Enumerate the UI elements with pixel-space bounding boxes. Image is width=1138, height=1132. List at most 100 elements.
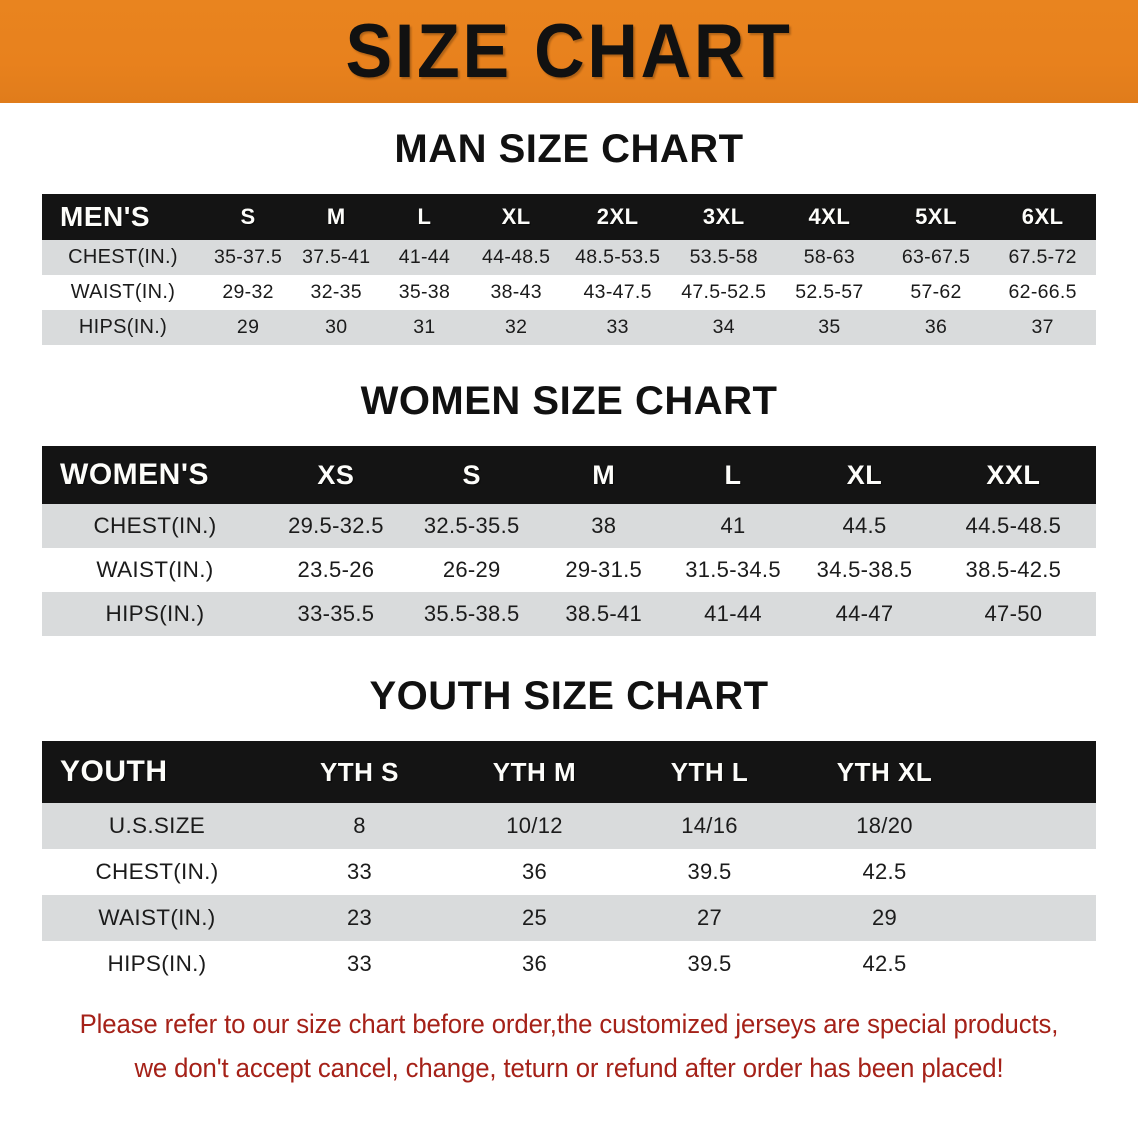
women-chest-m: 38 xyxy=(591,513,617,538)
man-col-l: L xyxy=(417,204,432,229)
man-col-4xl: 4XL xyxy=(808,204,851,229)
women-hips-m: 38.5-41 xyxy=(565,601,643,626)
women-col-s: S xyxy=(462,459,481,490)
youth-table-header-row: YOUTH YTH S YTH M YTH L YTH XL xyxy=(42,741,1096,803)
youth-cell-spacer xyxy=(972,803,1096,849)
youth-chest-xl: 42.5 xyxy=(862,859,907,884)
man-hips-m: 30 xyxy=(325,316,348,338)
table-row: WAIST(IN.) 23 25 27 29 xyxy=(42,895,1096,941)
youth-col-l: YTH L xyxy=(670,756,749,787)
youth-waist-m: 25 xyxy=(521,905,548,930)
youth-chest-l: 39.5 xyxy=(687,859,732,884)
man-hips-3xl: 34 xyxy=(712,316,735,338)
women-col-xl: XL xyxy=(846,459,883,490)
women-col-xxl: XXL xyxy=(986,459,1041,490)
women-col-l: L xyxy=(724,459,742,490)
man-size-table-wrapper: MEN'S S M L XL 2XL 3XL 4XL 5XL 6XL CHEST… xyxy=(42,194,1096,345)
table-row: WAIST(IN.) 23.5-26 26-29 29-31.5 31.5-34… xyxy=(42,548,1096,592)
youth-col-xl: YTH XL xyxy=(836,756,933,787)
man-chest-s: 35-37.5 xyxy=(213,246,283,268)
women-hips-xxl: 47-50 xyxy=(984,601,1043,626)
man-hips-2xl: 33 xyxy=(606,316,629,338)
women-chest-xxl: 44.5-48.5 xyxy=(965,513,1062,538)
man-section-heading: MAN SIZE CHART xyxy=(394,127,744,171)
youth-chest-m: 36 xyxy=(521,859,548,884)
women-waist-xs: 23.5-26 xyxy=(297,557,375,582)
youth-waist-xl: 29 xyxy=(871,905,898,930)
man-chest-m: 37.5-41 xyxy=(302,246,371,268)
man-hips-5xl: 36 xyxy=(924,316,948,338)
man-col-xl: XL xyxy=(501,204,531,229)
man-chest-4xl: 58-63 xyxy=(803,246,856,268)
youth-size-table: YOUTH YTH S YTH M YTH L YTH XL U.S.SIZE … xyxy=(42,741,1096,987)
women-size-table-wrapper: WOMEN'S XS S M L XL XXL CHEST(IN.) 29.5-… xyxy=(42,446,1096,636)
man-row-label-chest: CHEST(IN.) xyxy=(68,246,178,268)
women-waist-xl: 34.5-38.5 xyxy=(816,557,913,582)
youth-row-label-chest: CHEST(IN.) xyxy=(95,859,219,884)
man-waist-m: 32-35 xyxy=(310,281,362,303)
women-header-label: WOMEN'S xyxy=(60,458,209,491)
man-waist-6xl: 62-66.5 xyxy=(1008,281,1077,303)
man-hips-6xl: 37 xyxy=(1031,316,1054,338)
youth-ussize-s: 8 xyxy=(353,813,366,838)
man-chest-2xl: 48.5-53.5 xyxy=(575,246,661,268)
man-col-2xl: 2XL xyxy=(596,204,639,229)
youth-cell-spacer xyxy=(972,941,1096,987)
man-row-label-waist: WAIST(IN.) xyxy=(70,281,176,303)
youth-row-label-waist: WAIST(IN.) xyxy=(98,905,216,930)
youth-cell-spacer xyxy=(972,895,1096,941)
man-col-6xl: 6XL xyxy=(1021,204,1064,229)
man-chest-3xl: 53.5-58 xyxy=(689,246,758,268)
page-banner: SIZE CHART xyxy=(0,0,1138,103)
man-chest-xl: 44-48.5 xyxy=(482,246,551,268)
man-header-label: MEN'S xyxy=(60,201,151,232)
youth-size-table-wrapper: YOUTH YTH S YTH M YTH L YTH XL U.S.SIZE … xyxy=(42,741,1096,987)
youth-ussize-m: 10/12 xyxy=(506,813,563,838)
man-col-s: S xyxy=(240,204,256,229)
women-waist-m: 29-31.5 xyxy=(565,557,643,582)
table-row: CHEST(IN.) 29.5-32.5 32.5-35.5 38 41 44.… xyxy=(42,504,1096,548)
women-waist-s: 26-29 xyxy=(442,557,501,582)
youth-row-label-hips: HIPS(IN.) xyxy=(107,951,207,976)
man-col-m: M xyxy=(326,204,346,229)
youth-hips-s: 33 xyxy=(346,951,373,976)
women-table-header-row: WOMEN'S XS S M L XL XXL xyxy=(42,446,1096,504)
man-hips-l: 31 xyxy=(413,316,436,338)
women-hips-l: 41-44 xyxy=(704,601,762,626)
youth-col-spacer xyxy=(972,741,1096,803)
man-waist-2xl: 43-47.5 xyxy=(583,281,652,303)
man-waist-4xl: 52.5-57 xyxy=(795,281,864,303)
man-col-5xl: 5XL xyxy=(915,204,957,229)
youth-waist-l: 27 xyxy=(696,905,723,930)
notice-line-1: Please refer to our size chart before or… xyxy=(79,1009,1059,1039)
women-hips-xs: 33-35.5 xyxy=(297,601,375,626)
notice-line-2: we don't accept cancel, change, teturn o… xyxy=(134,1052,1004,1083)
youth-hips-m: 36 xyxy=(521,951,548,976)
women-hips-xl: 44-47 xyxy=(835,601,894,626)
youth-cell-spacer xyxy=(972,849,1096,895)
man-col-3xl: 3XL xyxy=(702,204,745,229)
women-col-xs: XS xyxy=(317,459,355,490)
women-chest-xl: 44.5 xyxy=(842,513,887,538)
man-waist-5xl: 57-62 xyxy=(910,281,962,303)
table-row: WAIST(IN.) 29-32 32-35 35-38 38-43 43-47… xyxy=(42,275,1096,310)
man-waist-xl: 38-43 xyxy=(490,281,542,303)
women-waist-l: 31.5-34.5 xyxy=(685,557,781,582)
table-row: CHEST(IN.) 35-37.5 37.5-41 41-44 44-48.5… xyxy=(42,240,1096,275)
table-row: CHEST(IN.) 33 36 39.5 42.5 xyxy=(42,849,1096,895)
man-waist-l: 35-38 xyxy=(398,281,451,303)
women-size-table: WOMEN'S XS S M L XL XXL CHEST(IN.) 29.5-… xyxy=(42,446,1096,636)
man-chest-l: 41-44 xyxy=(398,246,451,268)
youth-col-m: YTH M xyxy=(492,756,577,787)
man-hips-4xl: 35 xyxy=(818,316,841,338)
table-row: U.S.SIZE 8 10/12 14/16 18/20 xyxy=(42,803,1096,849)
youth-hips-l: 39.5 xyxy=(687,951,732,976)
table-row: HIPS(IN.) 29 30 31 32 33 34 35 36 37 xyxy=(42,310,1096,345)
man-table-header-row: MEN'S S M L XL 2XL 3XL 4XL 5XL 6XL xyxy=(42,194,1096,240)
youth-chest-s: 33 xyxy=(346,859,373,884)
table-row: HIPS(IN.) 33-35.5 35.5-38.5 38.5-41 41-4… xyxy=(42,592,1096,636)
return-policy-notice: Please refer to our size chart before or… xyxy=(79,1003,1059,1090)
women-chest-xs: 29.5-32.5 xyxy=(288,513,384,538)
youth-ussize-xl: 18/20 xyxy=(856,813,913,838)
man-hips-xl: 32 xyxy=(505,316,528,338)
